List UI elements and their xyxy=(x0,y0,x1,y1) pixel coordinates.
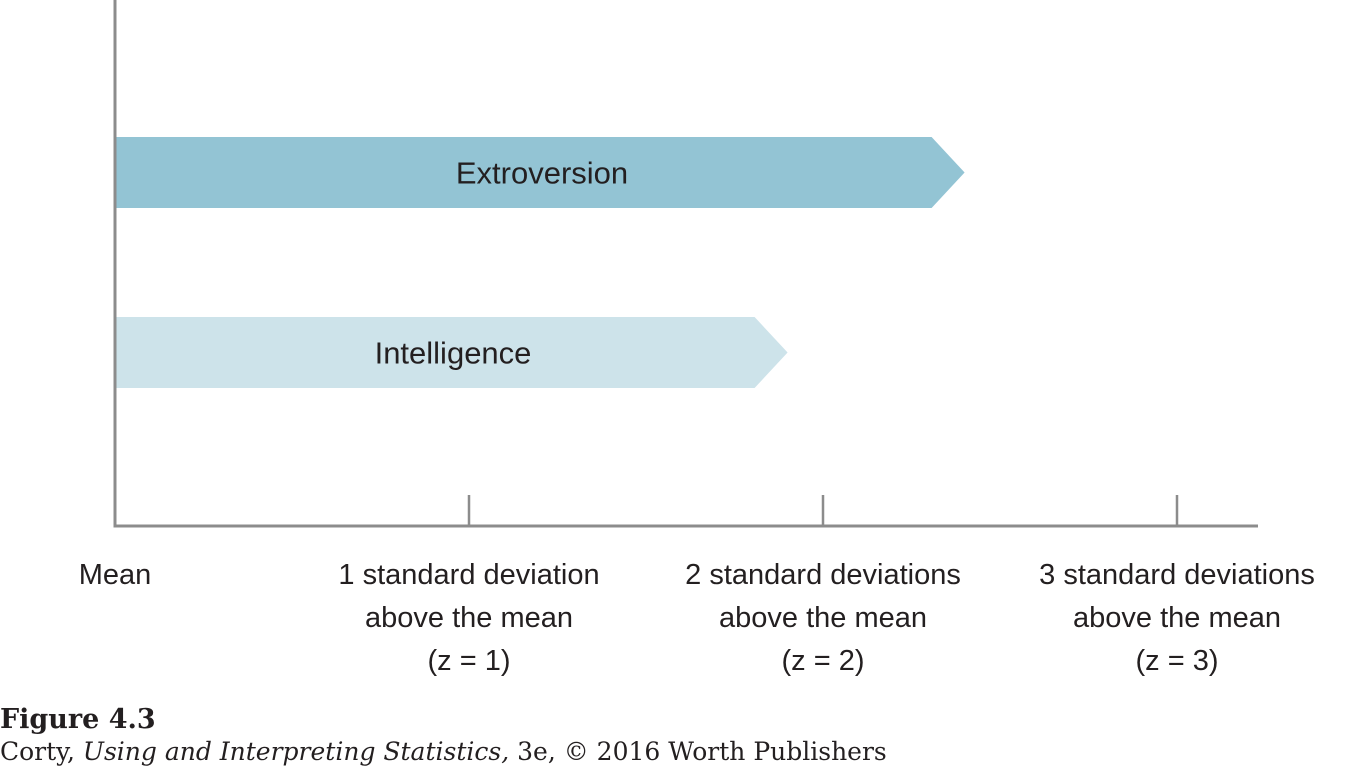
bar-label-intelligence: Intelligence xyxy=(375,336,532,371)
x-tick-label-2: 2 standard deviations above the mean (z = … xyxy=(685,559,961,677)
credit-edition: 3e, © 2016 Worth Publishers xyxy=(509,737,887,766)
bar-intelligence xyxy=(115,317,788,388)
x-tick-label-3: 3 standard deviations above the mean (z = … xyxy=(1039,559,1315,677)
bar-label-extroversion: Extroversion xyxy=(456,156,628,191)
credit-author: Corty, xyxy=(0,737,83,766)
figure-label: Figure 4.3 xyxy=(0,704,156,735)
x-tick-label-1: 1 standard deviation above the mean (z = 1… xyxy=(338,559,599,677)
credit-book-title: Using and Interpreting Statistics, xyxy=(82,737,510,766)
z-score-bar-chart: Extroversion Intelligence Mean 1 standard d… xyxy=(79,0,1315,677)
figure-caption: Figure 4.3 Corty, Using and Interpreting… xyxy=(0,705,887,769)
bar-extroversion xyxy=(115,137,965,208)
x-tick-label-0: Mean xyxy=(79,559,152,591)
figure-credit: Corty, Using and Interpreting Statistics… xyxy=(0,735,887,769)
